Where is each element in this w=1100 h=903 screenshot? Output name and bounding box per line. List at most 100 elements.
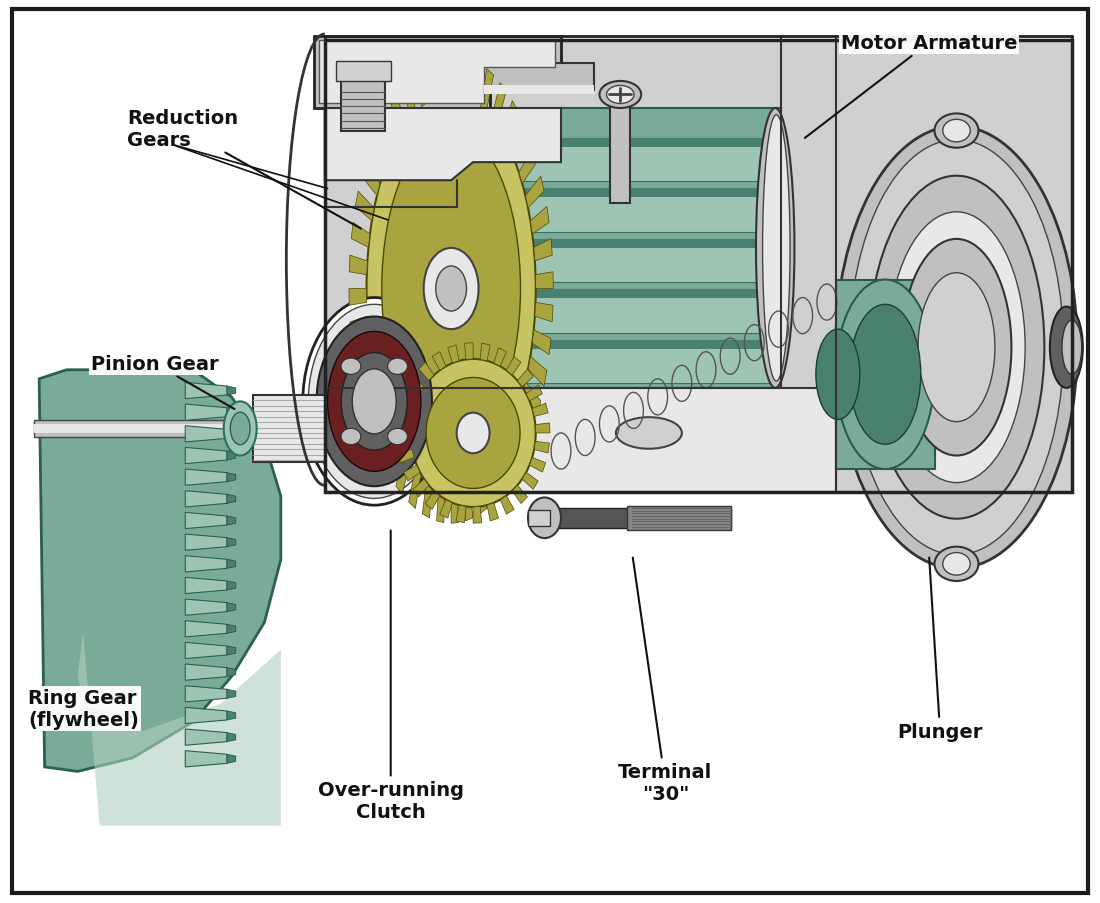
Polygon shape: [227, 452, 235, 461]
Polygon shape: [227, 647, 235, 656]
Polygon shape: [448, 346, 459, 364]
Ellipse shape: [456, 414, 490, 453]
Polygon shape: [535, 303, 553, 322]
Polygon shape: [534, 239, 552, 262]
Ellipse shape: [836, 127, 1077, 569]
Ellipse shape: [436, 266, 466, 312]
Ellipse shape: [426, 378, 520, 489]
Bar: [437, 239, 779, 283]
Bar: [34, 424, 363, 433]
Ellipse shape: [816, 330, 860, 420]
Ellipse shape: [869, 176, 1044, 519]
Polygon shape: [227, 386, 235, 396]
Polygon shape: [422, 475, 433, 518]
Polygon shape: [185, 578, 227, 594]
Polygon shape: [400, 395, 417, 409]
Ellipse shape: [387, 429, 407, 445]
Polygon shape: [497, 444, 513, 487]
Ellipse shape: [935, 115, 979, 149]
Ellipse shape: [762, 116, 790, 382]
Polygon shape: [396, 452, 410, 495]
Text: Pinion Gear: Pinion Gear: [91, 355, 234, 410]
Ellipse shape: [427, 114, 454, 384]
Polygon shape: [185, 426, 227, 442]
Polygon shape: [412, 479, 429, 498]
Polygon shape: [536, 424, 550, 433]
Ellipse shape: [943, 553, 970, 575]
Ellipse shape: [918, 274, 994, 423]
Polygon shape: [513, 486, 528, 504]
Polygon shape: [440, 500, 452, 518]
Ellipse shape: [424, 248, 478, 330]
Bar: [437, 340, 779, 349]
Ellipse shape: [341, 358, 361, 375]
Bar: [437, 290, 779, 299]
Polygon shape: [492, 83, 506, 126]
Bar: [528, 510, 550, 526]
Text: Motor Armature: Motor Armature: [805, 34, 1018, 139]
Polygon shape: [227, 430, 235, 439]
Polygon shape: [487, 503, 498, 521]
Polygon shape: [185, 491, 227, 507]
Ellipse shape: [308, 305, 440, 498]
Ellipse shape: [836, 280, 935, 470]
Polygon shape: [473, 507, 482, 524]
Polygon shape: [443, 55, 451, 96]
Polygon shape: [359, 369, 377, 402]
Polygon shape: [227, 754, 235, 763]
Text: Plunger: Plunger: [898, 558, 982, 741]
Polygon shape: [185, 686, 227, 703]
Ellipse shape: [426, 109, 461, 388]
Polygon shape: [185, 405, 227, 421]
Bar: [484, 64, 594, 91]
Bar: [341, 78, 385, 132]
Polygon shape: [350, 317, 368, 339]
Polygon shape: [432, 352, 446, 371]
Polygon shape: [506, 357, 521, 376]
Polygon shape: [437, 481, 446, 523]
Polygon shape: [362, 163, 380, 196]
Bar: [336, 62, 390, 82]
Polygon shape: [475, 470, 487, 514]
Ellipse shape: [756, 109, 794, 388]
Bar: [34, 421, 363, 437]
Polygon shape: [456, 506, 466, 523]
Polygon shape: [528, 357, 547, 386]
Polygon shape: [409, 466, 421, 509]
Bar: [437, 290, 779, 333]
Polygon shape: [486, 460, 500, 502]
Polygon shape: [396, 433, 411, 443]
Polygon shape: [349, 289, 366, 306]
Polygon shape: [506, 426, 524, 466]
Bar: [324, 388, 836, 492]
Text: Reduction
Gears: Reduction Gears: [126, 109, 361, 229]
Polygon shape: [529, 458, 546, 472]
Ellipse shape: [1062, 321, 1081, 375]
Polygon shape: [185, 621, 227, 638]
Polygon shape: [397, 414, 412, 425]
Polygon shape: [185, 708, 227, 724]
Bar: [627, 507, 732, 530]
Polygon shape: [227, 408, 235, 417]
Ellipse shape: [341, 429, 361, 445]
Ellipse shape: [387, 358, 407, 375]
Ellipse shape: [935, 547, 979, 582]
Ellipse shape: [230, 413, 250, 445]
Bar: [437, 340, 779, 384]
Polygon shape: [227, 538, 235, 547]
Polygon shape: [469, 61, 480, 103]
Polygon shape: [370, 135, 387, 173]
Polygon shape: [510, 124, 528, 163]
Polygon shape: [464, 343, 473, 360]
Polygon shape: [500, 496, 514, 515]
Polygon shape: [451, 482, 459, 524]
Polygon shape: [532, 404, 548, 417]
Bar: [437, 139, 779, 182]
Bar: [434, 109, 781, 388]
Polygon shape: [227, 582, 235, 591]
Polygon shape: [494, 349, 506, 367]
Bar: [836, 280, 935, 470]
Polygon shape: [416, 64, 427, 107]
Polygon shape: [408, 377, 425, 394]
Ellipse shape: [317, 317, 432, 487]
